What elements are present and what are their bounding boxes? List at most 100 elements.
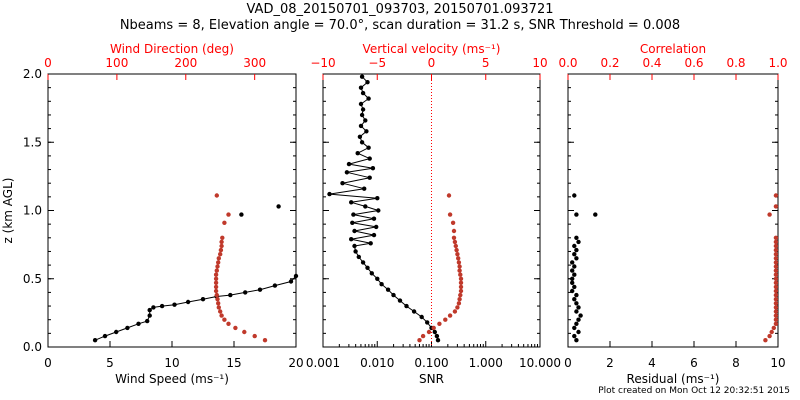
x2-axis-label: Wind Direction (deg) — [110, 42, 234, 56]
data-point — [213, 276, 219, 281]
data-point — [213, 288, 219, 294]
data-point — [349, 200, 354, 205]
data-point — [572, 252, 577, 257]
data-point — [446, 193, 452, 198]
data-point — [457, 297, 462, 302]
data-point — [365, 80, 370, 85]
data-point — [576, 329, 581, 335]
data-point — [411, 309, 417, 314]
x-tick-label: 6 — [690, 356, 698, 370]
data-point — [458, 288, 464, 294]
data-point — [417, 338, 422, 343]
data-point — [773, 235, 779, 240]
data-point — [453, 243, 458, 249]
data-point — [213, 280, 219, 285]
data-point — [172, 302, 177, 307]
data-point — [771, 325, 776, 331]
data-point — [375, 276, 380, 281]
data-point — [293, 273, 299, 279]
x2-tick-label: −10 — [310, 56, 335, 70]
data-point — [434, 333, 440, 339]
data-point — [576, 305, 581, 310]
data-point — [360, 260, 366, 265]
data-point — [437, 321, 442, 326]
data-point — [769, 329, 774, 335]
data-point — [364, 129, 369, 134]
data-point — [574, 301, 579, 306]
data-point — [350, 220, 355, 225]
data-point — [375, 196, 380, 201]
data-point — [371, 216, 377, 221]
data-point — [773, 272, 779, 277]
y-axis-label: z (km AGL) — [1, 178, 15, 244]
data-point — [574, 247, 579, 253]
x-tick-label: 8 — [732, 356, 740, 370]
data-point — [359, 74, 365, 79]
data-point — [288, 279, 294, 284]
data-point — [572, 284, 577, 290]
data-point — [242, 329, 247, 335]
data-point — [773, 288, 779, 294]
data-point — [216, 260, 221, 265]
x2-tick-label: 5 — [482, 56, 490, 70]
x2-tick-label: 300 — [243, 56, 266, 70]
data-point — [114, 329, 119, 335]
data-point — [215, 264, 220, 269]
data-point — [457, 264, 462, 269]
data-point — [455, 252, 460, 257]
data-point — [340, 181, 345, 186]
data-point — [450, 220, 456, 225]
data-point — [353, 249, 358, 254]
data-point — [397, 298, 403, 303]
data-point — [344, 170, 350, 175]
data-point — [367, 156, 372, 161]
data-point — [136, 321, 141, 326]
data-point — [451, 235, 457, 240]
x-tick-label: 0 — [44, 356, 52, 370]
data-point — [404, 303, 409, 309]
x2-tick-label: 0.2 — [600, 56, 619, 70]
data-point — [458, 280, 464, 285]
data-point — [773, 256, 779, 261]
data-point — [773, 297, 779, 302]
data-point — [570, 288, 575, 294]
data-point — [226, 321, 231, 326]
data-point — [371, 232, 377, 238]
data-point — [456, 301, 462, 306]
x2-tick-label: 0 — [44, 56, 52, 70]
data-point — [357, 134, 363, 139]
data-point — [366, 145, 371, 150]
data-point — [222, 220, 227, 225]
panel-frame — [567, 73, 779, 348]
plot-footer: Plot created on Mon Oct 12 20:32:51 2015 — [598, 386, 790, 396]
data-point — [419, 314, 424, 320]
data-point — [572, 193, 577, 198]
data-point — [327, 191, 332, 197]
data-point — [147, 313, 152, 318]
x-tick-label: 1.000 — [469, 356, 503, 370]
data-point — [570, 276, 575, 281]
data-point — [773, 284, 779, 290]
data-point — [773, 292, 779, 298]
panel-wind: 0 5 10 15 20 Wind Speed (ms⁻¹) 0 100 200 300 Wind … — [1, 42, 304, 386]
data-point — [432, 329, 437, 335]
data-point — [125, 325, 130, 331]
data-point — [379, 282, 384, 287]
data-point — [346, 161, 352, 167]
data-point — [455, 305, 460, 310]
data-point — [431, 325, 436, 331]
data-point — [773, 193, 779, 198]
data-point — [458, 272, 463, 277]
y-tick-label: 1.5 — [23, 135, 42, 149]
x-tick-label: 0.001 — [306, 356, 340, 370]
data-point — [218, 252, 223, 257]
data-point — [773, 321, 779, 326]
data-point — [773, 264, 779, 269]
data-point — [367, 175, 372, 180]
data-point — [773, 247, 779, 253]
data-point — [252, 333, 257, 339]
data-point — [200, 297, 206, 302]
data-point — [593, 212, 598, 217]
data-point — [369, 271, 374, 276]
x-tick-label: 10 — [164, 356, 179, 370]
